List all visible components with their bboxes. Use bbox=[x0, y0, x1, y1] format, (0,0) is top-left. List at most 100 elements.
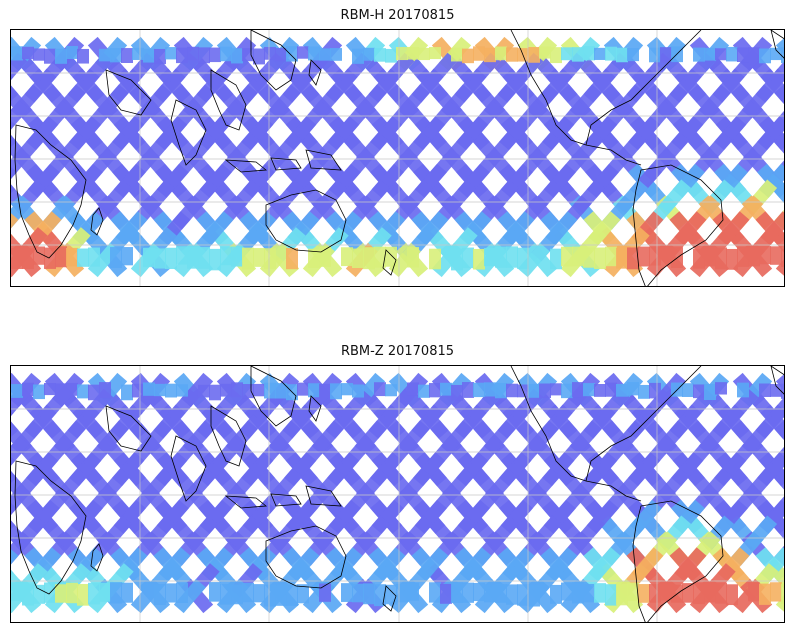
swath-cell bbox=[638, 584, 650, 603]
swath-cell bbox=[704, 384, 716, 401]
swath-cell bbox=[737, 382, 749, 398]
swath-cell bbox=[143, 48, 155, 63]
swath-cell bbox=[616, 47, 628, 63]
swath-cell bbox=[242, 247, 254, 270]
swath-cell bbox=[495, 46, 507, 61]
swath-cell bbox=[605, 584, 617, 606]
swath-cell bbox=[451, 384, 463, 401]
swath-cell bbox=[385, 246, 397, 267]
swath-cell bbox=[550, 584, 562, 604]
swath-cell bbox=[473, 248, 485, 270]
swath-cell bbox=[319, 48, 331, 61]
coastline bbox=[90, 543, 104, 572]
swath-cell bbox=[66, 247, 78, 267]
swath-cell bbox=[385, 584, 397, 605]
swath-cell bbox=[165, 583, 177, 603]
panel-title: RBM-H 20170815 bbox=[340, 8, 455, 23]
swath-cell bbox=[396, 583, 408, 603]
swath-cell bbox=[154, 248, 166, 269]
swath-cell bbox=[187, 246, 199, 269]
swath-segment bbox=[769, 563, 784, 589]
coastline bbox=[210, 405, 247, 467]
coastline bbox=[210, 69, 247, 131]
coastline bbox=[382, 249, 397, 276]
coastline bbox=[250, 30, 297, 91]
swath-cell bbox=[209, 582, 221, 602]
swath-cell bbox=[385, 48, 397, 63]
swath-cell bbox=[770, 582, 782, 602]
swath-cell bbox=[693, 47, 705, 62]
swath-cell bbox=[330, 383, 342, 400]
swath-cell bbox=[506, 47, 518, 62]
swath-cell bbox=[176, 246, 188, 265]
swath-cell bbox=[363, 247, 375, 270]
gridlines bbox=[11, 30, 784, 286]
coastline bbox=[770, 366, 784, 395]
swath-cell bbox=[594, 583, 606, 603]
swath-segment bbox=[130, 578, 163, 614]
coastline bbox=[270, 493, 302, 507]
swath-cell bbox=[594, 47, 606, 60]
swath-cell bbox=[429, 47, 441, 60]
swath-cell bbox=[583, 46, 595, 61]
swath-segment bbox=[11, 147, 31, 180]
swath-cell bbox=[198, 47, 210, 64]
coastline bbox=[585, 144, 642, 166]
swath-cell bbox=[495, 584, 507, 603]
panel-title: RBM-Z 20170815 bbox=[340, 344, 455, 359]
swath-cell bbox=[297, 382, 309, 396]
swath-cell bbox=[528, 383, 540, 398]
swath-layer bbox=[11, 36, 784, 278]
swath-cell bbox=[484, 47, 496, 63]
swath-cell bbox=[253, 383, 265, 397]
swath-cell bbox=[77, 48, 89, 64]
coastline bbox=[265, 525, 347, 589]
coastline bbox=[770, 30, 784, 59]
swath-cell bbox=[748, 47, 760, 62]
swath-cell bbox=[396, 47, 408, 61]
swath-cell bbox=[462, 382, 474, 398]
swath-cell bbox=[726, 46, 738, 62]
swath-cell bbox=[627, 48, 639, 62]
swath-cell bbox=[484, 248, 496, 267]
swath-cell bbox=[429, 248, 441, 270]
swath-cell bbox=[341, 583, 353, 602]
swath-segment bbox=[517, 242, 550, 278]
swath-cell bbox=[605, 246, 617, 267]
coastlines bbox=[14, 366, 784, 622]
swath-cell bbox=[176, 582, 188, 603]
swath-cell bbox=[22, 382, 34, 397]
swath-cell bbox=[132, 383, 144, 398]
swath-cell bbox=[495, 246, 507, 268]
swath-cell bbox=[66, 46, 78, 59]
swath-cell bbox=[407, 582, 419, 601]
swath-cell bbox=[198, 384, 210, 398]
swath-cell bbox=[561, 47, 573, 61]
swath-cell bbox=[660, 582, 672, 601]
swath-cell bbox=[33, 48, 45, 61]
swath-cell bbox=[462, 48, 474, 64]
swath-segment bbox=[770, 179, 784, 204]
swath-cell bbox=[154, 48, 166, 65]
coastline bbox=[632, 164, 724, 286]
swath-cell bbox=[165, 383, 177, 398]
swath-cell bbox=[11, 247, 23, 270]
map-canvas bbox=[11, 30, 784, 286]
swath-cell bbox=[528, 584, 540, 607]
swath-cell bbox=[308, 383, 320, 398]
swath-cell bbox=[220, 383, 232, 397]
swath-cell bbox=[693, 248, 705, 269]
coastline bbox=[308, 59, 322, 86]
swath-layer bbox=[11, 372, 784, 614]
swath-cell bbox=[594, 247, 606, 270]
swath-cell bbox=[616, 247, 628, 269]
swath-cell bbox=[88, 384, 100, 401]
swath-cell bbox=[220, 46, 232, 62]
swath-cell bbox=[121, 384, 133, 401]
swath-cell bbox=[649, 584, 661, 603]
swath-cell bbox=[506, 584, 518, 605]
coastline bbox=[170, 435, 207, 502]
swath-cell bbox=[781, 248, 784, 267]
swath-cell bbox=[44, 247, 56, 269]
swath-cell bbox=[264, 46, 276, 60]
